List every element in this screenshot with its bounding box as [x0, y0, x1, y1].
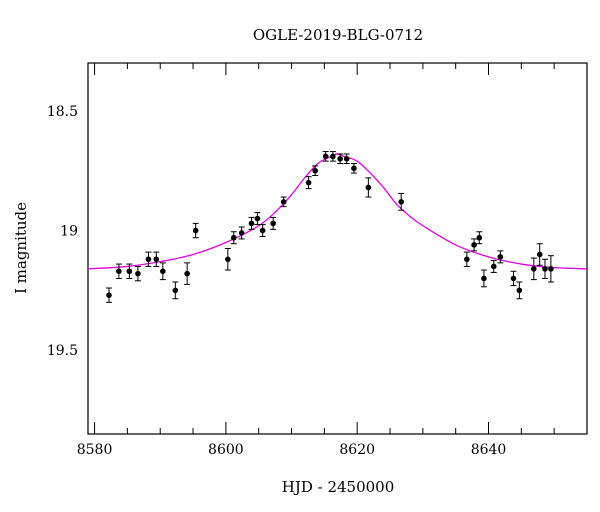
- data-point: [126, 268, 133, 275]
- y-axis-label: I magnitude: [12, 202, 30, 294]
- data-point: [398, 199, 404, 205]
- data-point-group: [480, 269, 487, 288]
- data-point: [172, 287, 179, 294]
- data-point: [337, 155, 343, 162]
- data-point: [531, 266, 537, 272]
- data-point-group: [259, 224, 266, 238]
- data-point: [351, 165, 357, 172]
- y-tick-label: 18.5: [47, 104, 78, 120]
- data-point-group: [106, 287, 113, 303]
- data-point: [254, 215, 261, 222]
- x-axis-label: HJD - 2450000: [282, 478, 395, 496]
- data-point: [322, 153, 329, 160]
- data-point: [230, 234, 237, 241]
- data-point-group: [329, 151, 336, 162]
- y-tick-label: 19: [60, 224, 78, 240]
- data-point: [153, 256, 160, 263]
- x-tick-label: 8600: [208, 442, 244, 458]
- data-point-group: [172, 281, 179, 300]
- data-point-group: [516, 281, 523, 300]
- data-point: [192, 227, 199, 234]
- data-point-group: [471, 238, 478, 252]
- data-point-group: [192, 222, 199, 239]
- data-point: [542, 266, 548, 272]
- data-point-group: [510, 270, 517, 287]
- data-point-group: [490, 259, 497, 273]
- data-point-group: [337, 153, 344, 165]
- x-axis-ticks: [94, 63, 588, 434]
- data-point-group: [547, 255, 554, 283]
- data-point: [497, 254, 504, 260]
- x-tick-label: 8580: [77, 442, 113, 458]
- data-point: [536, 251, 543, 258]
- data-point-group: [343, 153, 350, 165]
- data-point: [160, 268, 166, 275]
- data-point: [305, 179, 312, 186]
- data-point: [270, 220, 276, 227]
- data-point-group: [463, 251, 470, 267]
- data-point-group: [224, 248, 231, 271]
- data-point-group: [350, 163, 357, 174]
- data-point: [248, 220, 255, 227]
- data-point-group: [248, 216, 255, 230]
- data-point: [471, 242, 477, 248]
- data-point-group: [153, 251, 160, 267]
- data-point: [481, 275, 487, 282]
- y-tick-label: 19.5: [47, 343, 78, 359]
- data-point-group: [238, 226, 245, 240]
- data-point: [145, 256, 152, 263]
- data-point: [225, 256, 231, 263]
- data-point-group: [126, 263, 133, 279]
- data-point-group: [305, 176, 312, 190]
- data-point: [510, 275, 517, 282]
- data-point: [184, 270, 190, 277]
- data-point-group: [145, 251, 152, 267]
- data-point: [238, 230, 245, 236]
- data-point-group: [365, 177, 372, 198]
- data-point-group: [270, 216, 277, 230]
- data-point-group: [280, 196, 287, 208]
- data-point-group: [530, 257, 537, 281]
- y-axis-tick-labels: 18.5 19 19.5: [47, 104, 78, 359]
- data-point: [516, 287, 523, 294]
- model-curve: [87, 153, 588, 270]
- data-point-group: [115, 263, 122, 279]
- data-point-group: [184, 262, 191, 285]
- data-point-group: [536, 243, 543, 266]
- data-point: [476, 234, 483, 241]
- data-point: [365, 184, 372, 191]
- data-point-group: [541, 258, 548, 279]
- data-point: [343, 155, 350, 162]
- plot-area: 8580 8600 8620 8640 18.5 19 19.5: [47, 62, 588, 458]
- data-point: [548, 266, 554, 272]
- data-point: [490, 263, 497, 270]
- x-tick-label: 8640: [471, 442, 507, 458]
- data-point: [464, 256, 470, 263]
- x-axis-tick-labels: 8580 8600 8620 8640: [77, 442, 507, 458]
- x-tick-label: 8620: [339, 442, 375, 458]
- data-point-group: [322, 151, 329, 162]
- data-point-group: [230, 231, 237, 245]
- data-point-group: [254, 212, 261, 226]
- data-point: [259, 227, 266, 234]
- data-point: [312, 167, 318, 174]
- data-point: [116, 268, 122, 275]
- data-point-group: [476, 231, 483, 245]
- data-point-group: [312, 165, 319, 176]
- data-points: [106, 151, 554, 303]
- data-point: [135, 270, 141, 277]
- data-point: [280, 199, 287, 205]
- plot-frame: [87, 62, 588, 435]
- data-point-group: [134, 265, 141, 282]
- data-point-group: [398, 192, 405, 211]
- data-point-group: [159, 262, 166, 281]
- data-point: [106, 292, 112, 298]
- data-point-group: [497, 250, 504, 264]
- chart-title: OGLE-2019-BLG-0712: [253, 26, 423, 44]
- data-point: [330, 153, 336, 160]
